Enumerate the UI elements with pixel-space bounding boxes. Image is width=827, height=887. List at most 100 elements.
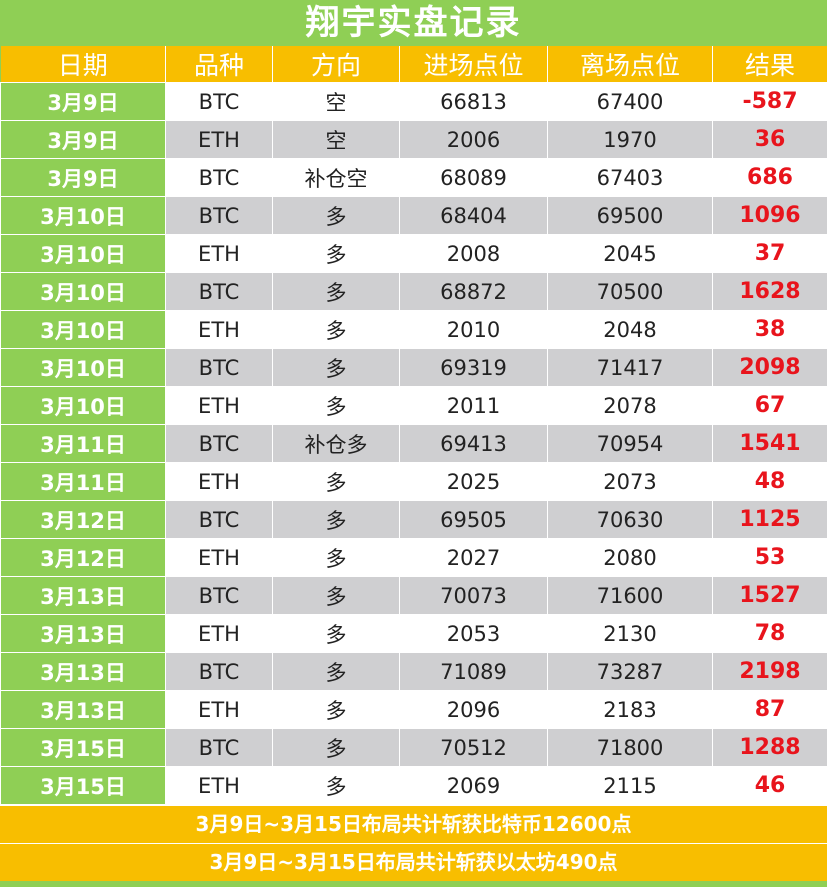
exit-cell: 2183 <box>548 691 713 729</box>
result-cell: 1541 <box>713 425 827 463</box>
bottom-strip <box>0 881 827 887</box>
exit-cell: 70500 <box>548 273 713 311</box>
direction-cell: 补仓多 <box>273 425 400 463</box>
direction-cell: 多 <box>273 729 400 767</box>
date-cell: 3月10日 <box>1 387 166 425</box>
coin-cell: ETH <box>166 615 273 653</box>
direction-cell: 多 <box>273 615 400 653</box>
direction-cell: 多 <box>273 273 400 311</box>
exit-cell: 69500 <box>548 197 713 235</box>
entry-cell: 68404 <box>400 197 548 235</box>
entry-cell: 2027 <box>400 539 548 577</box>
summary-btc: 3月9日~3月15日布局共计斩获比特币12600点 <box>0 805 827 843</box>
entry-cell: 70512 <box>400 729 548 767</box>
result-cell: 78 <box>713 615 827 653</box>
date-cell: 3月13日 <box>1 577 166 615</box>
exit-cell: 67403 <box>548 159 713 197</box>
result-cell: 36 <box>713 121 827 159</box>
result-cell: 1125 <box>713 501 827 539</box>
coin-cell: BTC <box>166 83 273 121</box>
date-cell: 3月9日 <box>1 83 166 121</box>
entry-cell: 2006 <box>400 121 548 159</box>
coin-cell: ETH <box>166 691 273 729</box>
date-cell: 3月11日 <box>1 425 166 463</box>
direction-cell: 多 <box>273 501 400 539</box>
result-cell: 38 <box>713 311 827 349</box>
date-cell: 3月12日 <box>1 539 166 577</box>
header-exit: 离场点位 <box>548 46 713 83</box>
coin-cell: BTC <box>166 653 273 691</box>
coin-cell: ETH <box>166 235 273 273</box>
entry-cell: 68089 <box>400 159 548 197</box>
direction-cell: 多 <box>273 577 400 615</box>
direction-cell: 多 <box>273 767 400 805</box>
exit-cell: 2078 <box>548 387 713 425</box>
exit-cell: 67400 <box>548 83 713 121</box>
direction-cell: 补仓空 <box>273 159 400 197</box>
date-cell: 3月12日 <box>1 501 166 539</box>
entry-cell: 2008 <box>400 235 548 273</box>
exit-cell: 71800 <box>548 729 713 767</box>
header-result: 结果 <box>713 46 827 83</box>
coin-cell: BTC <box>166 197 273 235</box>
entry-cell: 71089 <box>400 653 548 691</box>
direction-cell: 多 <box>273 387 400 425</box>
coin-cell: BTC <box>166 273 273 311</box>
direction-cell: 多 <box>273 463 400 501</box>
header-entry: 进场点位 <box>400 46 548 83</box>
date-cell: 3月9日 <box>1 159 166 197</box>
coin-cell: ETH <box>166 121 273 159</box>
entry-cell: 66813 <box>400 83 548 121</box>
entry-cell: 69319 <box>400 349 548 387</box>
header-direction: 方向 <box>273 46 400 83</box>
result-cell: 67 <box>713 387 827 425</box>
date-cell: 3月15日 <box>1 767 166 805</box>
result-cell: 2198 <box>713 653 827 691</box>
date-cell: 3月15日 <box>1 729 166 767</box>
page-title: 翔宇实盘记录 <box>0 0 827 46</box>
direction-cell: 空 <box>273 121 400 159</box>
entry-cell: 68872 <box>400 273 548 311</box>
date-cell: 3月10日 <box>1 197 166 235</box>
result-cell: -587 <box>713 83 827 121</box>
date-cell: 3月10日 <box>1 311 166 349</box>
result-cell: 1628 <box>713 273 827 311</box>
coin-cell: BTC <box>166 349 273 387</box>
coin-cell: ETH <box>166 311 273 349</box>
entry-cell: 2096 <box>400 691 548 729</box>
header-coin: 品种 <box>166 46 273 83</box>
coin-cell: ETH <box>166 539 273 577</box>
entry-cell: 70073 <box>400 577 548 615</box>
entry-cell: 2053 <box>400 615 548 653</box>
result-cell: 46 <box>713 767 827 805</box>
direction-cell: 多 <box>273 349 400 387</box>
direction-cell: 多 <box>273 311 400 349</box>
entry-cell: 2069 <box>400 767 548 805</box>
date-cell: 3月9日 <box>1 121 166 159</box>
direction-cell: 多 <box>273 539 400 577</box>
coin-cell: ETH <box>166 463 273 501</box>
result-cell: 48 <box>713 463 827 501</box>
entry-cell: 2010 <box>400 311 548 349</box>
coin-cell: BTC <box>166 159 273 197</box>
entry-cell: 69505 <box>400 501 548 539</box>
direction-cell: 多 <box>273 197 400 235</box>
result-cell: 2098 <box>713 349 827 387</box>
exit-cell: 71600 <box>548 577 713 615</box>
exit-cell: 2048 <box>548 311 713 349</box>
coin-cell: ETH <box>166 767 273 805</box>
